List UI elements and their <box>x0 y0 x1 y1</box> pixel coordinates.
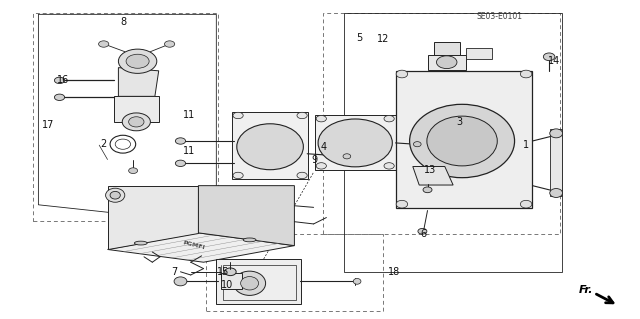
Ellipse shape <box>126 54 149 68</box>
Ellipse shape <box>423 187 432 193</box>
Ellipse shape <box>353 278 361 284</box>
Polygon shape <box>413 167 453 185</box>
Text: 16: 16 <box>56 75 69 85</box>
Polygon shape <box>221 273 242 289</box>
Ellipse shape <box>316 115 326 122</box>
Ellipse shape <box>241 277 259 290</box>
Polygon shape <box>108 186 198 249</box>
Ellipse shape <box>384 115 394 122</box>
Polygon shape <box>428 55 466 70</box>
Ellipse shape <box>233 112 243 119</box>
Polygon shape <box>198 186 294 246</box>
Ellipse shape <box>297 172 307 179</box>
Polygon shape <box>434 42 460 55</box>
Ellipse shape <box>225 268 236 276</box>
Text: SE03-E0101: SE03-E0101 <box>476 12 522 21</box>
Ellipse shape <box>237 124 303 170</box>
Ellipse shape <box>418 228 427 234</box>
Bar <box>206 234 383 311</box>
Text: 1: 1 <box>523 140 529 150</box>
Text: 4: 4 <box>321 142 327 152</box>
Polygon shape <box>232 112 308 179</box>
Text: 9: 9 <box>311 155 317 165</box>
Ellipse shape <box>343 154 351 159</box>
Text: 12: 12 <box>376 34 389 44</box>
Ellipse shape <box>134 241 147 245</box>
Ellipse shape <box>122 113 150 131</box>
Bar <box>33 13 218 221</box>
Ellipse shape <box>316 163 326 169</box>
Ellipse shape <box>243 238 256 242</box>
Ellipse shape <box>413 142 421 147</box>
Ellipse shape <box>410 104 515 178</box>
Polygon shape <box>396 71 532 208</box>
Ellipse shape <box>520 200 532 208</box>
Ellipse shape <box>129 117 144 127</box>
Ellipse shape <box>54 77 65 84</box>
Text: 11: 11 <box>182 145 195 156</box>
Polygon shape <box>550 129 562 196</box>
Ellipse shape <box>110 191 120 199</box>
Text: 17: 17 <box>42 120 54 130</box>
Ellipse shape <box>174 277 187 286</box>
Ellipse shape <box>543 53 555 61</box>
Ellipse shape <box>396 70 408 78</box>
Text: 18: 18 <box>387 267 400 277</box>
Ellipse shape <box>396 200 408 208</box>
Polygon shape <box>108 233 294 262</box>
Polygon shape <box>114 96 159 122</box>
Ellipse shape <box>427 116 497 166</box>
Text: 11: 11 <box>182 110 195 121</box>
Ellipse shape <box>520 70 532 78</box>
Text: 3: 3 <box>456 117 463 127</box>
Text: 13: 13 <box>424 165 436 175</box>
Text: PGMFI: PGMFI <box>182 241 205 251</box>
Ellipse shape <box>436 56 457 69</box>
Text: 5: 5 <box>356 33 363 43</box>
Ellipse shape <box>297 112 307 119</box>
Text: Fr.: Fr. <box>579 285 593 295</box>
Ellipse shape <box>99 41 109 47</box>
Text: 15: 15 <box>216 267 229 277</box>
Text: 8: 8 <box>120 17 127 27</box>
Ellipse shape <box>54 94 65 100</box>
Ellipse shape <box>234 271 266 295</box>
Text: 10: 10 <box>221 279 234 290</box>
Text: 14: 14 <box>547 56 560 66</box>
Ellipse shape <box>129 168 138 174</box>
Ellipse shape <box>164 41 175 47</box>
Ellipse shape <box>318 119 392 167</box>
Ellipse shape <box>175 138 186 144</box>
Ellipse shape <box>550 189 563 197</box>
Text: 2: 2 <box>100 139 107 149</box>
Text: 7: 7 <box>171 267 177 277</box>
Ellipse shape <box>550 129 563 138</box>
Ellipse shape <box>118 49 157 73</box>
Ellipse shape <box>233 172 243 179</box>
Polygon shape <box>118 68 159 96</box>
Ellipse shape <box>106 188 125 202</box>
Text: 6: 6 <box>420 228 427 239</box>
Ellipse shape <box>384 163 394 169</box>
Polygon shape <box>466 48 492 59</box>
Polygon shape <box>216 259 301 304</box>
Polygon shape <box>315 115 396 170</box>
Bar <box>323 13 560 234</box>
Ellipse shape <box>175 160 186 167</box>
